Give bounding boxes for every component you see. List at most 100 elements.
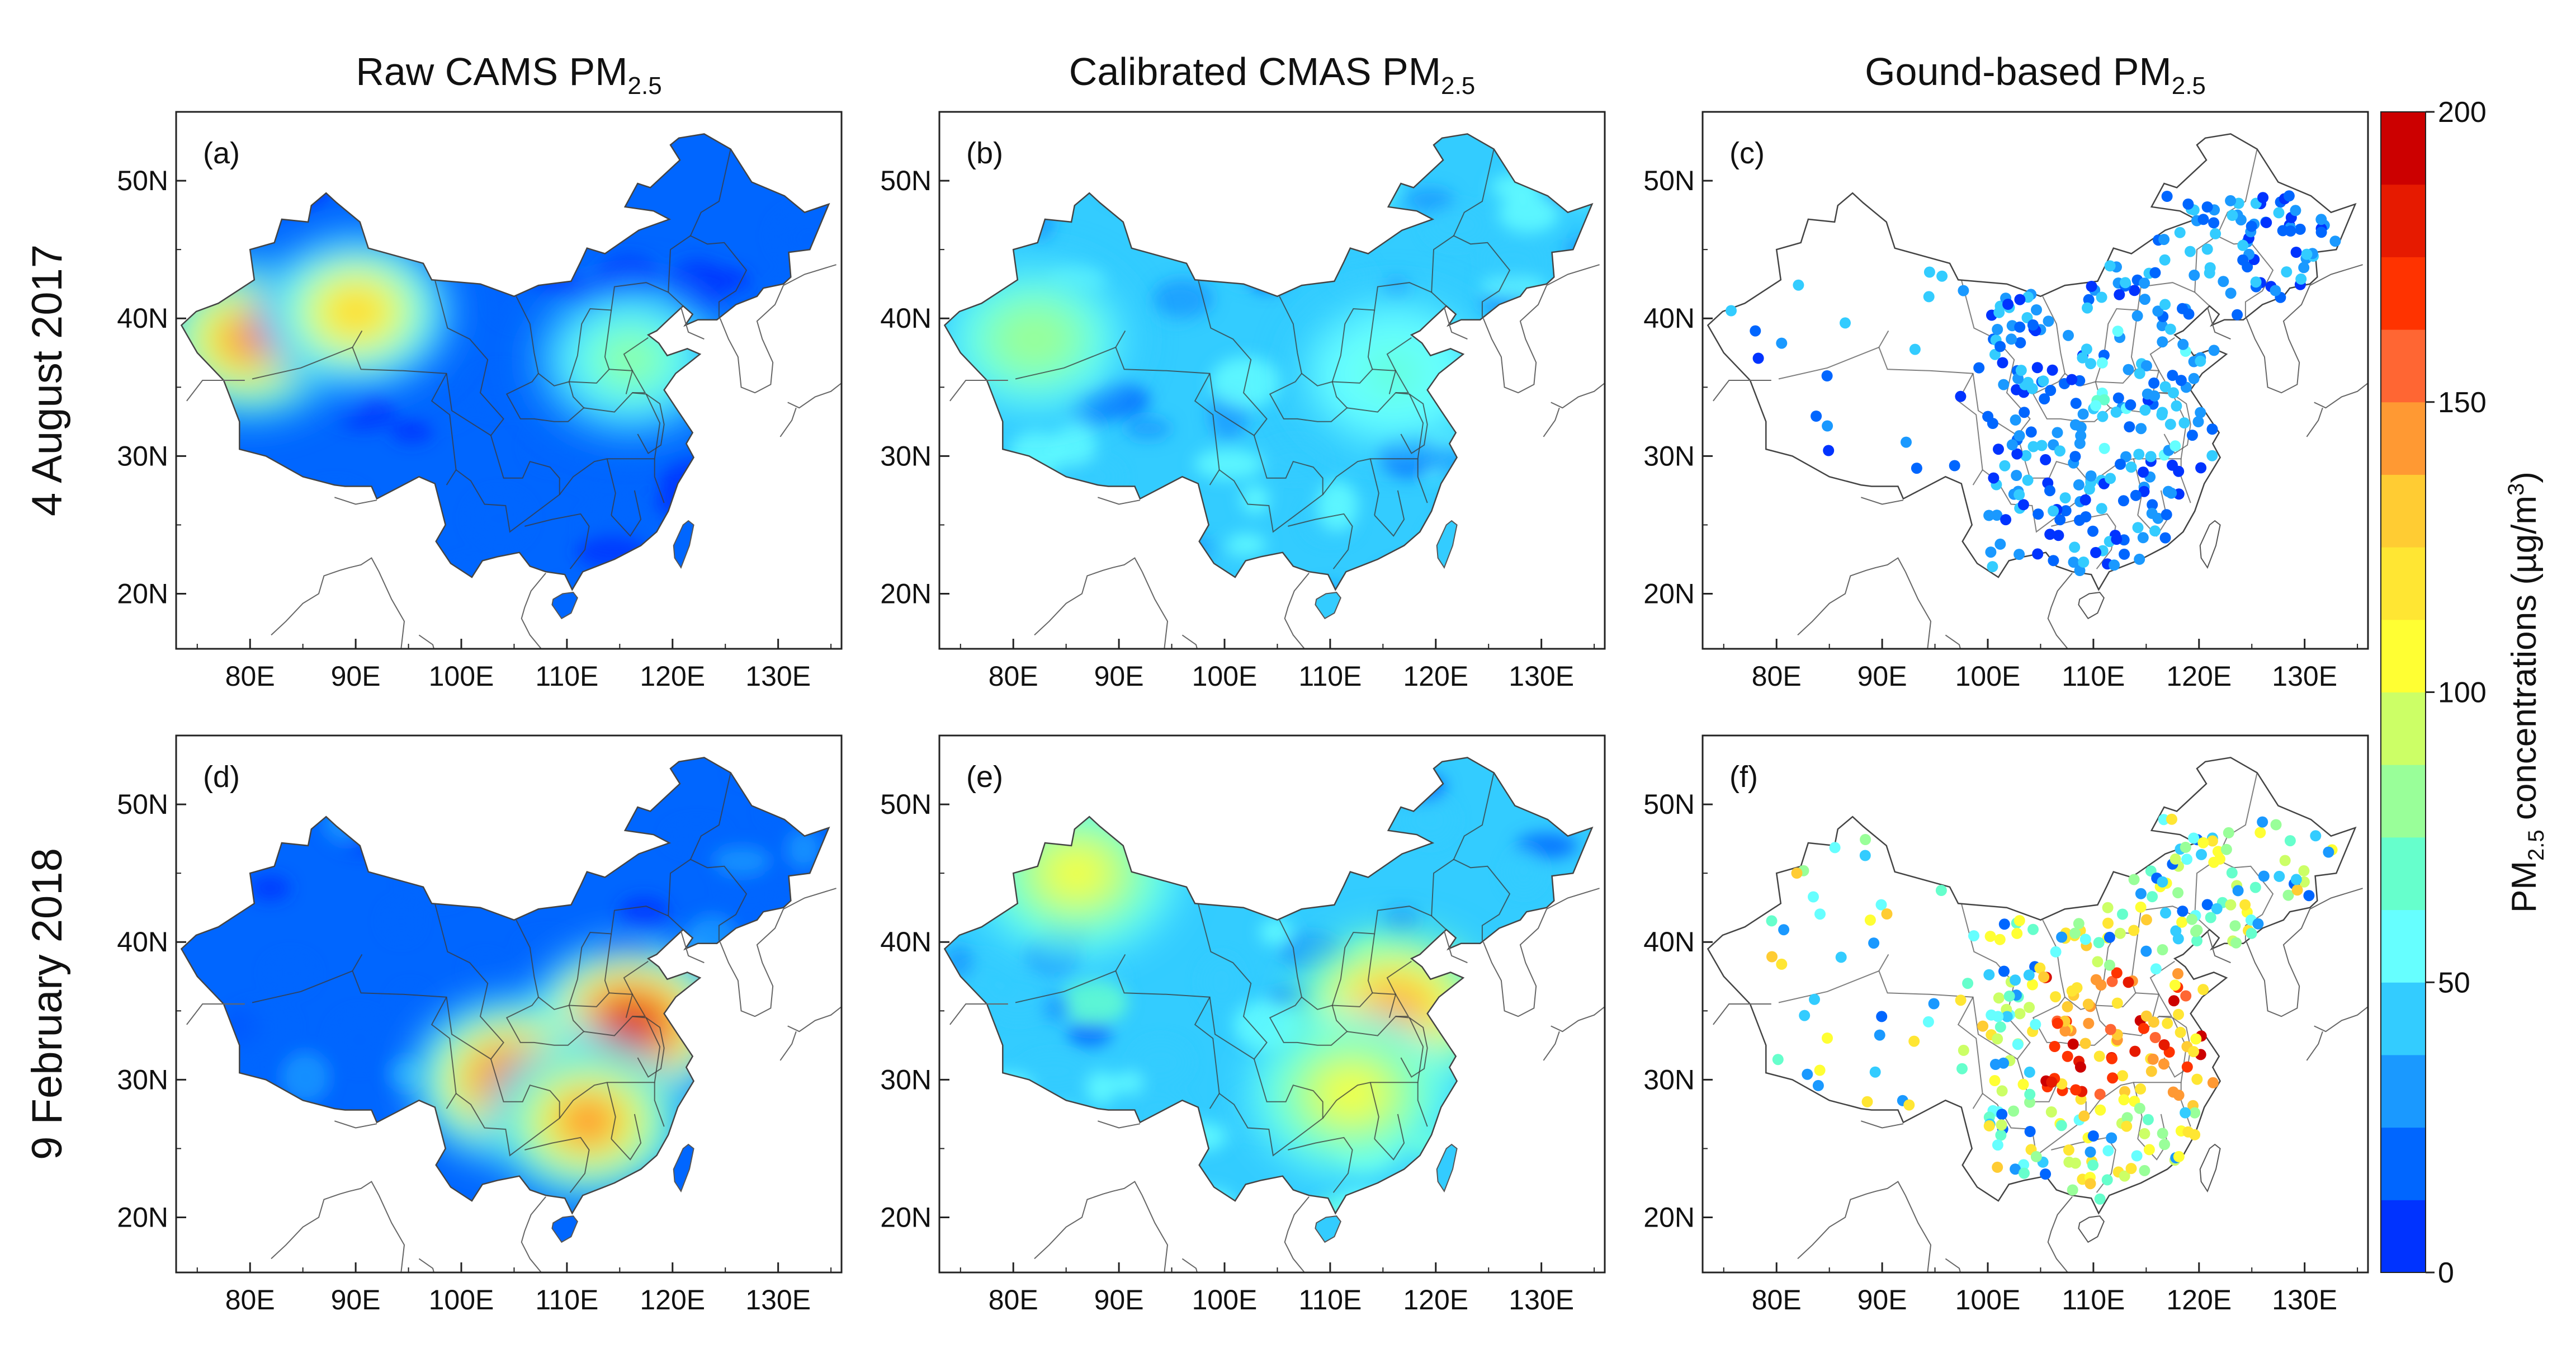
lat-tick-label: 30N — [880, 440, 932, 472]
province-border — [1431, 859, 1454, 916]
field-patch — [1317, 480, 1358, 531]
station-dot — [2223, 827, 2234, 838]
station-dot — [2182, 198, 2194, 210]
coastline — [1181, 634, 1198, 649]
field-patch — [390, 419, 434, 444]
station-dot — [2239, 899, 2251, 911]
station-dot — [2119, 548, 2130, 560]
lat-tick-label: 40N — [1643, 926, 1695, 958]
field-patch — [745, 1120, 809, 1156]
station-dot — [2000, 514, 2012, 526]
station-dot — [2134, 1102, 2145, 1114]
station-dot — [2027, 441, 2039, 452]
station-dot — [2128, 874, 2140, 885]
lon-tick-label: 130E — [745, 661, 811, 692]
station-dot — [2192, 416, 2204, 427]
province-border — [252, 970, 353, 1003]
station-dot — [2015, 337, 2026, 348]
station-dot — [2123, 364, 2134, 375]
station-dot — [2062, 1001, 2073, 1012]
station-dot — [2290, 205, 2301, 216]
field-patch — [432, 795, 498, 841]
lon-tick-label: 120E — [1403, 1284, 1468, 1316]
coastline — [1097, 1120, 1141, 1129]
coastline — [378, 571, 405, 649]
lat-tick-label: 30N — [117, 440, 168, 472]
station-dot — [2049, 1041, 2060, 1052]
province-border — [1369, 1082, 1379, 1139]
station-dot — [2011, 448, 2023, 460]
station-dot — [2121, 1112, 2133, 1124]
province-border — [524, 513, 590, 569]
station-dot — [2083, 1017, 2095, 1029]
station-dot — [1812, 1079, 1824, 1091]
station-dot — [2159, 254, 2171, 266]
field-patch — [1152, 279, 1214, 319]
field-patch — [565, 443, 639, 487]
station-dot — [2159, 1139, 2171, 1151]
station-dot — [2157, 336, 2168, 348]
field-patch — [1188, 196, 1258, 249]
station-dot — [2026, 383, 2038, 394]
province-border — [1957, 997, 1983, 1109]
station-dot — [2191, 935, 2202, 946]
field-patch — [1139, 786, 1210, 813]
column-titles: Raw CAMS PM2.5 Calibrated CMAS PM2.5 Gound… — [356, 50, 2206, 100]
coastline — [186, 380, 245, 402]
province-border — [609, 960, 649, 995]
station-dot — [2195, 355, 2206, 367]
station-dot — [2048, 505, 2059, 517]
station-dot — [2168, 387, 2179, 399]
station-dot — [2230, 937, 2242, 949]
station-dot — [2106, 975, 2118, 987]
station-dot — [2218, 276, 2229, 287]
station-dot — [2169, 440, 2181, 452]
station-dot — [2104, 931, 2115, 943]
field-patch — [1211, 781, 1263, 808]
province-border — [505, 373, 585, 422]
station-dot — [1876, 1011, 1888, 1022]
lat-tick-label: 30N — [880, 1064, 932, 1095]
field-patch — [1004, 807, 1061, 842]
field-patch — [1042, 993, 1071, 1022]
station-dot — [2111, 997, 2123, 1009]
colorbar-tick-label: 200 — [2438, 96, 2487, 129]
field-patch — [961, 1177, 999, 1214]
station-dot — [1994, 1021, 2006, 1033]
station-dot — [2189, 1107, 2201, 1119]
station-dot — [2291, 884, 2303, 896]
field-patch — [1383, 906, 1420, 935]
field-patch — [713, 960, 762, 1014]
coastline — [521, 572, 546, 649]
station-dot — [2114, 927, 2126, 939]
colorbar-segment — [2381, 909, 2426, 983]
station-dot — [2257, 816, 2268, 828]
field-patch — [1052, 422, 1096, 466]
station-dot — [1922, 1016, 1934, 1027]
station-dot — [2077, 352, 2088, 364]
station-dot — [1958, 285, 1969, 296]
field-patch — [520, 936, 576, 962]
station-dot — [2225, 287, 2237, 299]
station-dot — [2131, 310, 2143, 322]
field-patch — [505, 134, 557, 178]
station-dot — [2249, 881, 2261, 893]
field-patch — [1334, 261, 1371, 293]
station-dot — [1936, 270, 1948, 282]
field-patch — [1480, 241, 1543, 280]
row-titles: 4 August 2017 9 February 2018 — [23, 244, 71, 1160]
station-dot — [1861, 1096, 1873, 1107]
station-dot — [2024, 1088, 2036, 1100]
station-dot — [1868, 937, 1880, 949]
station-dot — [2172, 968, 2183, 979]
station-dot — [2185, 246, 2196, 257]
field-patch — [681, 1020, 740, 1072]
station-dot — [2096, 357, 2108, 369]
station-dot — [2143, 1144, 2155, 1156]
field-patch — [1118, 1143, 1146, 1196]
coastline — [271, 557, 380, 636]
field-patch — [396, 160, 444, 195]
field-patch — [343, 1205, 402, 1214]
field-patch — [1509, 1187, 1552, 1214]
